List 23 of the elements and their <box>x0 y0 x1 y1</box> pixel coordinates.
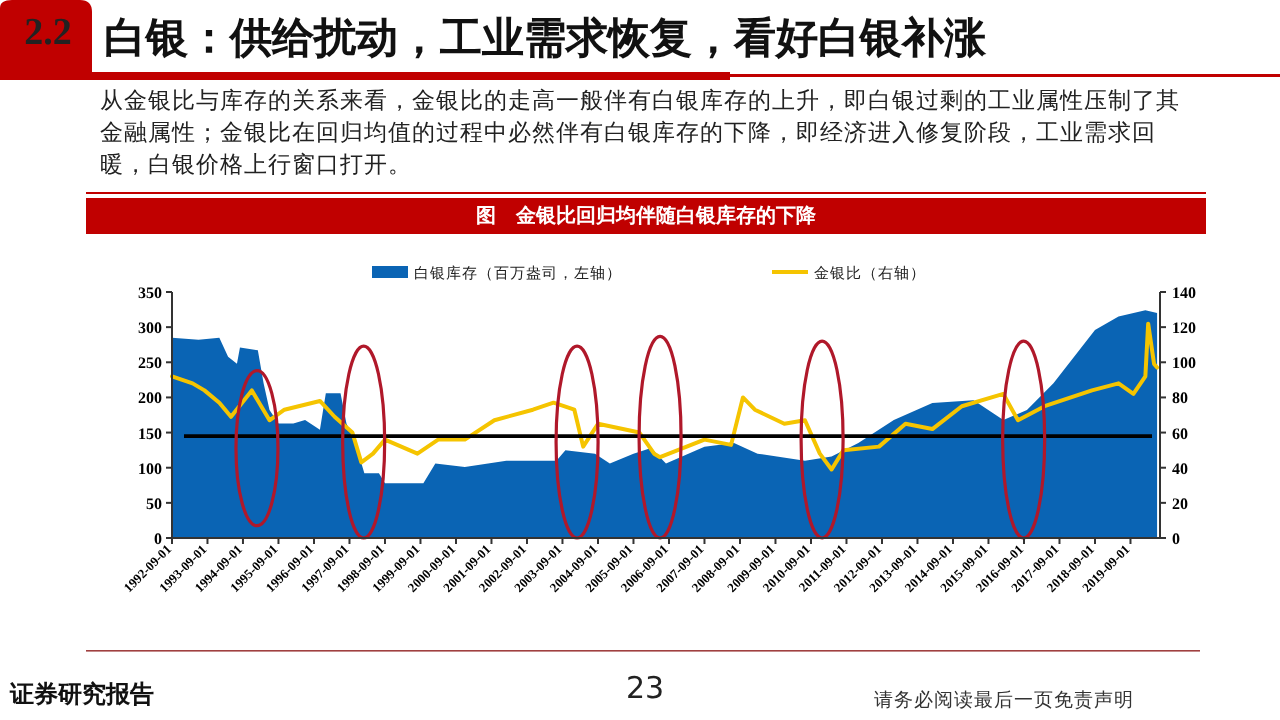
y2-tick-label: 100 <box>1172 354 1196 373</box>
subtitle: 图 金银比回归均伴随白银库存的下降 <box>474 202 818 230</box>
y2-tick-label: 40 <box>1172 459 1188 478</box>
annotation: 2.2 <box>22 12 74 56</box>
y-tick-label: 100 <box>138 459 162 478</box>
y-tick-label: 200 <box>138 389 162 408</box>
title: 白银：供给扰动，工业需求恢复，看好白银补涨 <box>104 12 986 66</box>
y2-tick-label: 60 <box>1172 424 1188 443</box>
y-tick-label: 350 <box>138 284 162 302</box>
annotation: 请务必阅读最后一页免责声明 <box>874 688 1134 714</box>
annotation: 证券研究报告 <box>10 678 154 712</box>
y-tick-label: 0 <box>154 530 162 548</box>
y-tick-label: 300 <box>138 319 162 338</box>
y2-tick-label: 140 <box>1172 284 1196 302</box>
y2-tick-label: 20 <box>1172 494 1188 513</box>
y2-tick-label: 120 <box>1172 319 1196 338</box>
y-tick-label: 50 <box>146 494 162 513</box>
annotation: 从金银比与库存的关系来看，金银比的走高一般伴有白银库存的上升，即白银过剩的工业属性压制了其金融属性；金银比在回归均值的过程中必然伴有白银库存的下降，即经济进入修复阶段，工业需求回暖，白银价格上行窗口打开。 <box>100 86 1182 182</box>
y2-tick-label: 80 <box>1172 389 1188 408</box>
y2-tick-label: 0 <box>1172 530 1180 548</box>
y-tick-label: 150 <box>138 424 162 443</box>
annotation: 23 <box>626 670 665 706</box>
y-tick-label: 250 <box>138 354 162 373</box>
